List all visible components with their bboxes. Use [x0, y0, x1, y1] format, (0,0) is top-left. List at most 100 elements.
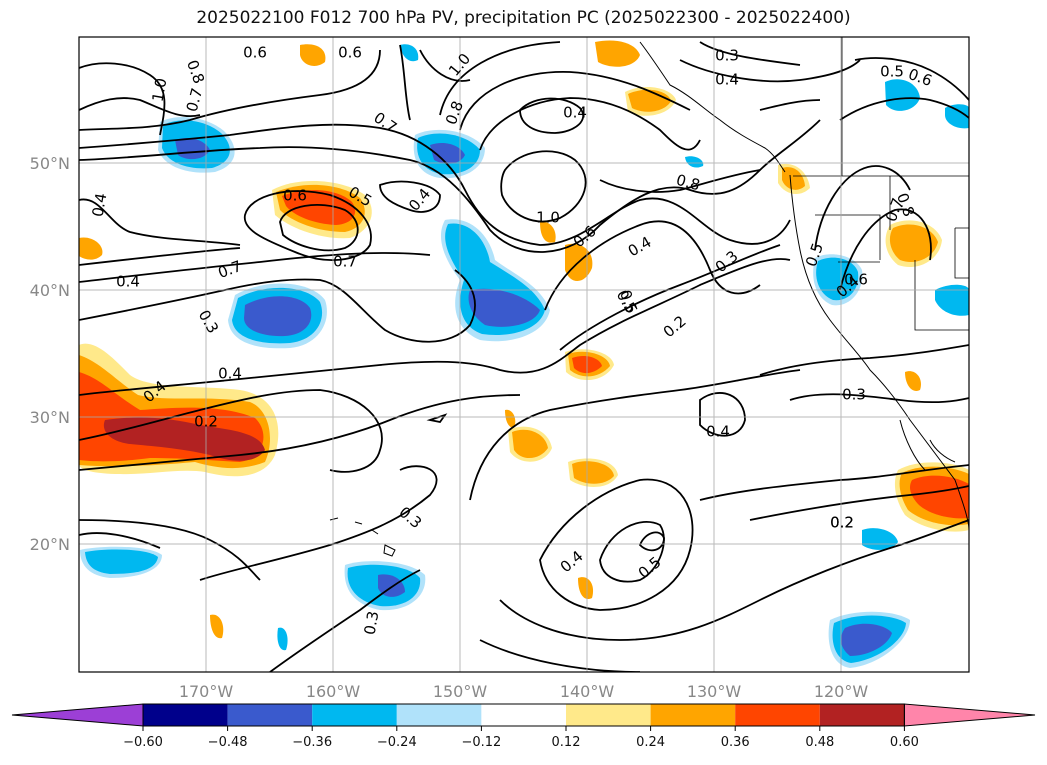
contour-label: 0.2	[830, 514, 854, 532]
contour-line	[79, 389, 383, 473]
contour-line	[854, 57, 969, 101]
colorbar-tick-label: −0.48	[208, 735, 248, 750]
contour-label: 0.6	[283, 187, 307, 205]
lon-label: 150°W	[433, 682, 488, 701]
contour-label: 0.8	[442, 99, 467, 128]
precip-blob	[885, 79, 920, 111]
precip-blob	[782, 167, 805, 190]
precip-blob	[85, 549, 158, 574]
precip-blob	[103, 417, 265, 461]
precip-blob	[210, 614, 224, 639]
contour-line	[79, 97, 201, 117]
contour-line	[244, 190, 372, 261]
precip-blob	[400, 44, 419, 62]
contour-label: 0.3	[195, 307, 223, 337]
contour-line	[599, 521, 665, 583]
contour-line	[79, 247, 241, 266]
contour-label: 0.7	[216, 257, 245, 282]
contour-line	[479, 97, 701, 151]
precip-blob	[512, 429, 548, 459]
contour-line	[479, 639, 641, 672]
precip-blob	[244, 296, 312, 337]
colorbar-segment	[566, 704, 651, 726]
contour-line	[379, 180, 441, 213]
contour-line	[559, 244, 781, 351]
contour-line	[199, 465, 438, 581]
pv-contours	[79, 41, 969, 672]
contour-line	[79, 258, 791, 396]
map-frame	[78, 36, 970, 673]
contour-line	[79, 532, 161, 549]
contour-line	[79, 198, 241, 246]
precip-blob	[175, 138, 210, 160]
contour-label: 0.7	[333, 253, 357, 271]
lat-labels: 50°N 40°N 30°N 20°N	[30, 154, 70, 554]
contour-label: 0.4	[557, 547, 587, 576]
contour-line	[759, 344, 969, 376]
contour-line	[599, 169, 761, 193]
contour-line	[79, 123, 791, 246]
colorbar-tick-label: 0.48	[805, 735, 834, 750]
precip-blob	[572, 461, 614, 484]
colorbar-segment	[735, 704, 820, 726]
lon-labels: 170°W 160°W 150°W 140°W 130°W 120°W	[179, 682, 869, 701]
border-line	[815, 214, 881, 260]
contour-label: 0.4	[116, 273, 140, 291]
colorbar: −0.60 −0.48 −0.36 −0.24 −0.12 0.12 0.24 0.36 0.4…	[11, 703, 1036, 750]
contour-line	[749, 485, 969, 521]
coastline	[789, 174, 969, 531]
contour-line	[399, 44, 411, 121]
lon-label: 120°W	[814, 682, 869, 701]
colorbar-segment	[227, 704, 313, 726]
lat-label: 20°N	[30, 535, 70, 554]
contour-label: 1.0	[536, 209, 560, 227]
precip-blob	[840, 623, 892, 656]
contour-line	[839, 97, 969, 121]
contour-line	[279, 203, 359, 252]
colorbar-tick-label: −0.24	[377, 735, 417, 750]
contour-label: 0.3	[715, 47, 739, 65]
gridlines	[79, 37, 969, 672]
contour-label: 0.4	[89, 192, 111, 219]
contour-line	[79, 394, 521, 471]
contour-label: 0.3	[395, 503, 425, 532]
contour-label: 0.8	[183, 58, 208, 87]
precip-blob	[905, 371, 921, 391]
precip-blob	[79, 237, 103, 260]
contour-line	[789, 393, 969, 404]
contour-label: 0.2	[660, 312, 690, 341]
contour-label: 1.0	[445, 50, 474, 80]
contour-label: 0.3	[361, 610, 383, 637]
contour-line	[469, 369, 801, 501]
precip-blob	[505, 409, 516, 428]
precip-blob	[430, 143, 465, 164]
precip-blob	[685, 156, 704, 168]
contour-line	[419, 49, 471, 82]
colorbar-tick-label: 0.60	[890, 735, 919, 750]
contour-label: 0.8	[674, 171, 702, 195]
contour-label: 0.6	[338, 44, 362, 62]
lat-label: 30°N	[30, 408, 70, 427]
contour-line	[426, 413, 448, 423]
colorbar-border	[142, 703, 905, 727]
lat-label: 50°N	[30, 154, 70, 173]
contour-label: 0.4	[625, 233, 655, 261]
colorbar-segment	[481, 704, 566, 726]
contour-line	[539, 478, 694, 611]
contour-label: 0.5	[613, 287, 641, 317]
negative-precip-areas	[80, 44, 969, 668]
lon-label: 170°W	[179, 682, 234, 701]
precip-blob	[300, 44, 326, 66]
contour-line	[79, 269, 476, 343]
contour-label: 0.2	[830, 514, 854, 532]
contour-line	[839, 208, 932, 291]
contour-line	[519, 97, 585, 134]
precip-blob	[277, 627, 288, 651]
contour-label: 0.3	[842, 386, 866, 404]
lon-label: 160°W	[306, 682, 361, 701]
contour-line	[814, 165, 911, 251]
contour-label: 0.6	[243, 44, 267, 62]
precip-blob	[468, 288, 540, 327]
precip-blob	[889, 224, 938, 262]
colorbar-segment	[819, 704, 905, 726]
